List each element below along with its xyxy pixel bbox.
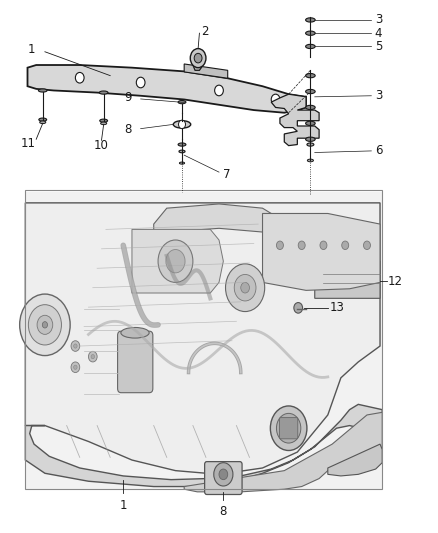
- Ellipse shape: [101, 122, 107, 125]
- Ellipse shape: [306, 106, 315, 110]
- Text: 12: 12: [388, 275, 403, 288]
- Circle shape: [91, 354, 95, 359]
- Bar: [25, 190, 382, 489]
- Ellipse shape: [306, 31, 315, 35]
- Ellipse shape: [39, 89, 47, 92]
- Ellipse shape: [180, 162, 185, 164]
- FancyBboxPatch shape: [117, 331, 153, 393]
- Circle shape: [241, 282, 250, 293]
- Ellipse shape: [178, 101, 186, 104]
- Circle shape: [71, 362, 80, 373]
- Circle shape: [298, 241, 305, 249]
- Text: 13: 13: [330, 301, 345, 314]
- Circle shape: [276, 241, 283, 249]
- Text: 1: 1: [120, 499, 127, 512]
- Polygon shape: [154, 204, 280, 235]
- Text: 2: 2: [201, 25, 209, 38]
- Circle shape: [294, 303, 303, 313]
- Text: 3: 3: [375, 13, 382, 27]
- Circle shape: [42, 321, 47, 328]
- Circle shape: [166, 249, 185, 273]
- Circle shape: [276, 414, 301, 443]
- Text: 7: 7: [223, 168, 231, 181]
- Polygon shape: [184, 413, 382, 492]
- Circle shape: [320, 241, 327, 249]
- Text: 3: 3: [375, 89, 382, 102]
- Text: 6: 6: [375, 144, 382, 157]
- Ellipse shape: [307, 159, 314, 162]
- Circle shape: [215, 85, 223, 96]
- Circle shape: [194, 53, 202, 63]
- Text: 9: 9: [124, 91, 132, 104]
- FancyBboxPatch shape: [279, 418, 298, 439]
- Circle shape: [226, 264, 265, 312]
- Ellipse shape: [121, 327, 149, 338]
- Ellipse shape: [40, 121, 46, 124]
- Circle shape: [20, 294, 70, 356]
- Circle shape: [88, 351, 97, 362]
- Polygon shape: [315, 259, 380, 298]
- Text: 1: 1: [28, 43, 35, 55]
- Polygon shape: [25, 405, 382, 487]
- Circle shape: [28, 305, 61, 345]
- Ellipse shape: [306, 18, 315, 22]
- Circle shape: [71, 341, 80, 351]
- Ellipse shape: [173, 120, 191, 128]
- Polygon shape: [132, 229, 223, 293]
- Circle shape: [364, 241, 371, 249]
- Bar: [25, 192, 382, 489]
- Text: 8: 8: [124, 123, 132, 136]
- Ellipse shape: [307, 143, 314, 146]
- Circle shape: [74, 365, 77, 369]
- FancyBboxPatch shape: [205, 462, 242, 495]
- Ellipse shape: [306, 137, 315, 141]
- Circle shape: [270, 406, 307, 450]
- Circle shape: [271, 94, 280, 105]
- Polygon shape: [184, 64, 228, 78]
- Circle shape: [74, 344, 77, 348]
- Polygon shape: [193, 52, 204, 70]
- Circle shape: [234, 274, 256, 301]
- Polygon shape: [328, 444, 382, 476]
- Text: 11: 11: [21, 137, 36, 150]
- Text: 4: 4: [375, 27, 382, 39]
- Ellipse shape: [178, 143, 186, 146]
- Ellipse shape: [306, 44, 315, 49]
- Circle shape: [75, 72, 84, 83]
- Circle shape: [219, 469, 228, 480]
- Circle shape: [136, 77, 145, 88]
- Polygon shape: [28, 65, 306, 113]
- Text: 5: 5: [375, 40, 382, 53]
- Text: 8: 8: [220, 505, 227, 518]
- Circle shape: [190, 49, 206, 68]
- Circle shape: [158, 240, 193, 282]
- Circle shape: [179, 120, 185, 128]
- Text: 10: 10: [94, 139, 109, 152]
- Circle shape: [214, 463, 233, 486]
- Circle shape: [342, 241, 349, 249]
- Polygon shape: [262, 214, 380, 290]
- Ellipse shape: [179, 150, 185, 153]
- Ellipse shape: [306, 74, 315, 78]
- Ellipse shape: [39, 118, 47, 121]
- Polygon shape: [271, 94, 319, 146]
- Ellipse shape: [99, 91, 108, 94]
- Ellipse shape: [306, 121, 315, 125]
- Polygon shape: [25, 203, 380, 474]
- Ellipse shape: [306, 90, 315, 94]
- Circle shape: [37, 316, 53, 334]
- Ellipse shape: [100, 119, 108, 122]
